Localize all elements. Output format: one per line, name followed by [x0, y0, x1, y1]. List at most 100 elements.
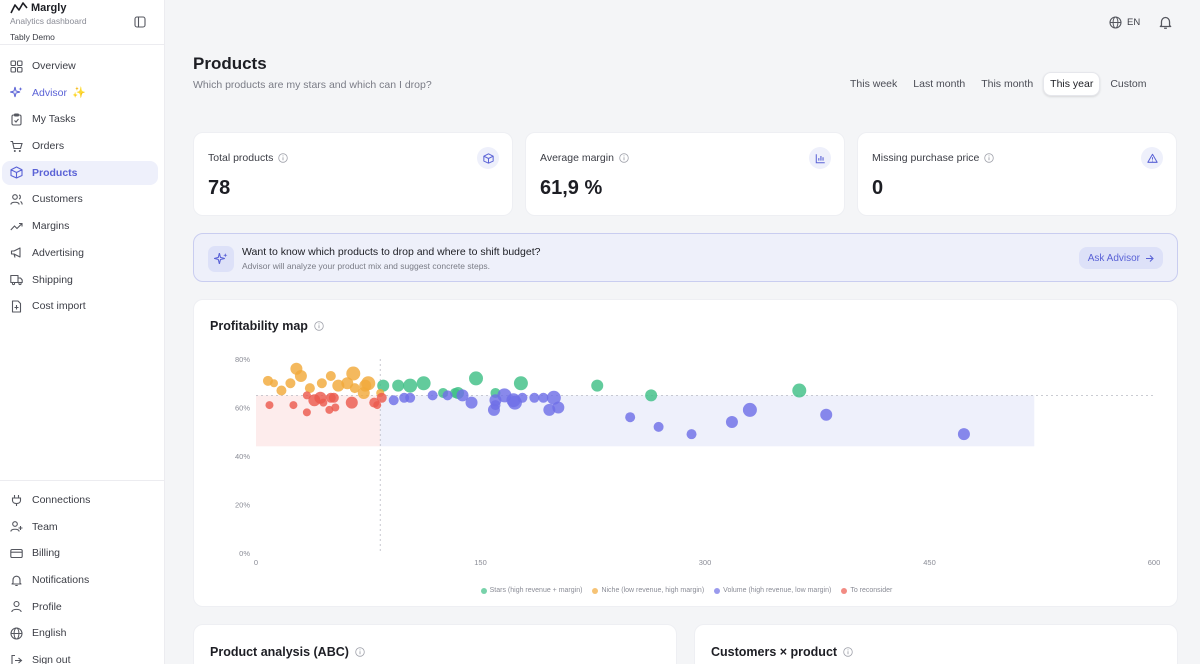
data-point	[686, 429, 697, 440]
customers-product-card: Customers × product	[694, 624, 1178, 664]
sidebar-item-cost-import[interactable]: Cost import	[2, 294, 158, 318]
legend-item[interactable]: Niche (low revenue, high margin)	[592, 587, 704, 594]
divider	[0, 44, 164, 45]
period-this-year[interactable]: This year	[1043, 72, 1101, 96]
data-point	[346, 366, 361, 381]
sidebar-item-my-tasks[interactable]: My Tasks	[2, 107, 158, 131]
data-point	[392, 379, 405, 392]
card-title: Customers × product	[711, 645, 838, 659]
kpi-value: 0	[872, 177, 884, 199]
legend-item[interactable]: To reconsider	[841, 587, 892, 594]
data-point	[625, 412, 636, 423]
data-point	[792, 383, 807, 398]
brand-subtitle: Analytics dashboard	[10, 16, 87, 26]
period-last-month[interactable]: Last month	[913, 78, 966, 90]
ask-advisor-button[interactable]: Ask Advisor	[1078, 247, 1163, 269]
legend-item[interactable]: Stars (high revenue + margin)	[480, 587, 582, 594]
y-tick-label: 0%	[239, 549, 250, 558]
info-icon[interactable]	[843, 647, 853, 657]
sidebar: Margly Analytics dashboard Tably Demo Ov…	[0, 0, 165, 664]
box-icon	[482, 152, 494, 164]
sidebar-item-label: Team	[32, 520, 58, 533]
sidebar-item-advertising[interactable]: Advertising	[2, 241, 158, 265]
chart-legend: Stars (high revenue + margin) Niche (low …	[194, 587, 1179, 594]
sidebar-item-orders[interactable]: Orders	[2, 134, 158, 158]
kpi-card-average-margin: Average margin 61,9 %	[525, 132, 845, 216]
data-point	[442, 390, 453, 401]
info-icon[interactable]	[619, 153, 629, 163]
sidebar-item-label: Margins	[32, 220, 70, 233]
info-icon[interactable]	[355, 647, 365, 657]
sidebar-collapse-icon[interactable]	[134, 16, 146, 28]
legend-swatch	[714, 587, 721, 594]
users-icon	[10, 194, 23, 205]
sidebar-item-label: English	[32, 627, 67, 640]
clipboard-icon	[11, 113, 22, 126]
legend-item[interactable]: Volume (high revenue, low margin)	[714, 587, 831, 594]
banner-subtitle: Advisor will analyze your product mix an…	[242, 261, 491, 271]
trend-icon	[10, 222, 23, 230]
advisor-banner: Want to know which products to drop and …	[193, 233, 1178, 282]
main-nav: Overview Advisor ✨ My Tasks Orders Produ…	[2, 54, 158, 321]
team-icon	[10, 521, 23, 532]
data-point	[529, 392, 540, 403]
y-tick-label: 20%	[235, 501, 250, 510]
legend-label: Volume (high revenue, low margin)	[723, 587, 832, 594]
sidebar-item-products[interactable]: Products	[2, 160, 158, 185]
data-point	[820, 408, 833, 421]
sidebar-item-label: My Tasks	[32, 113, 76, 126]
kpi-value: 61,9 %	[540, 177, 603, 199]
info-icon[interactable]	[314, 321, 324, 331]
warning-icon	[1146, 153, 1158, 163]
sidebar-item-profile[interactable]: Profile	[2, 595, 158, 619]
sidebar-item-margins[interactable]: Margins	[2, 214, 158, 238]
bar-chart-icon	[815, 153, 825, 163]
data-point	[538, 392, 549, 403]
sidebar-item-customers[interactable]: Customers	[2, 187, 158, 211]
cart-icon	[10, 140, 23, 152]
sidebar-item-advisor[interactable]: Advisor ✨	[2, 81, 158, 105]
sparkles-icon	[208, 246, 234, 272]
kpi-icon-badge	[477, 147, 499, 169]
period-this-month[interactable]: This month	[981, 78, 1034, 90]
profitability-scatter-chart: 0% 20% 40% 60% 80% 0 150 300 450 600	[235, 355, 1160, 567]
data-point	[328, 392, 339, 403]
sidebar-item-notifications[interactable]: Notifications	[2, 568, 158, 592]
data-point	[416, 376, 431, 391]
sidebar-item-sign-out[interactable]: Sign out	[2, 648, 158, 664]
sidebar-item-team[interactable]: Team	[2, 515, 158, 539]
sidebar-item-label: Cost import	[32, 300, 86, 313]
sidebar-item-label: Overview	[32, 60, 76, 72]
sidebar-item-language[interactable]: English	[2, 621, 158, 645]
org-name[interactable]: Tably Demo	[10, 32, 55, 42]
data-point	[269, 379, 278, 388]
data-point	[742, 402, 757, 417]
sidebar-item-label: Profile	[32, 600, 62, 613]
sidebar-item-connections[interactable]: Connections	[2, 488, 158, 512]
period-this-week[interactable]: This week	[850, 78, 898, 90]
x-tick-label: 300	[699, 558, 712, 567]
sidebar-item-shipping[interactable]: Shipping	[2, 268, 158, 292]
map-title: Profitability map	[210, 319, 308, 333]
data-point	[543, 403, 556, 416]
legend-swatch	[480, 587, 487, 594]
banner-title: Want to know which products to drop and …	[242, 246, 541, 258]
data-point	[546, 390, 561, 405]
kpi-card-missing-purchase-price: Missing purchase price 0	[857, 132, 1177, 216]
kpi-label: Missing purchase price	[872, 152, 980, 164]
grid-icon	[10, 59, 23, 73]
bell-icon[interactable]	[1158, 15, 1173, 30]
sidebar-item-label: Advisor	[32, 86, 68, 99]
language-switcher[interactable]: EN	[1109, 16, 1140, 29]
sidebar-item-billing[interactable]: Billing	[2, 541, 158, 565]
product-analysis-card: Product analysis (ABC)	[193, 624, 677, 664]
data-point	[289, 401, 298, 410]
sidebar-item-overview[interactable]: Overview	[2, 54, 158, 78]
period-custom[interactable]: Custom	[1110, 78, 1147, 90]
info-icon[interactable]	[984, 153, 995, 163]
page-title: Products	[193, 54, 267, 73]
sidebar-item-label: Orders	[32, 140, 65, 153]
info-icon[interactable]	[278, 153, 289, 163]
brand-name: Margly	[31, 2, 67, 14]
globe-icon	[1109, 16, 1122, 29]
